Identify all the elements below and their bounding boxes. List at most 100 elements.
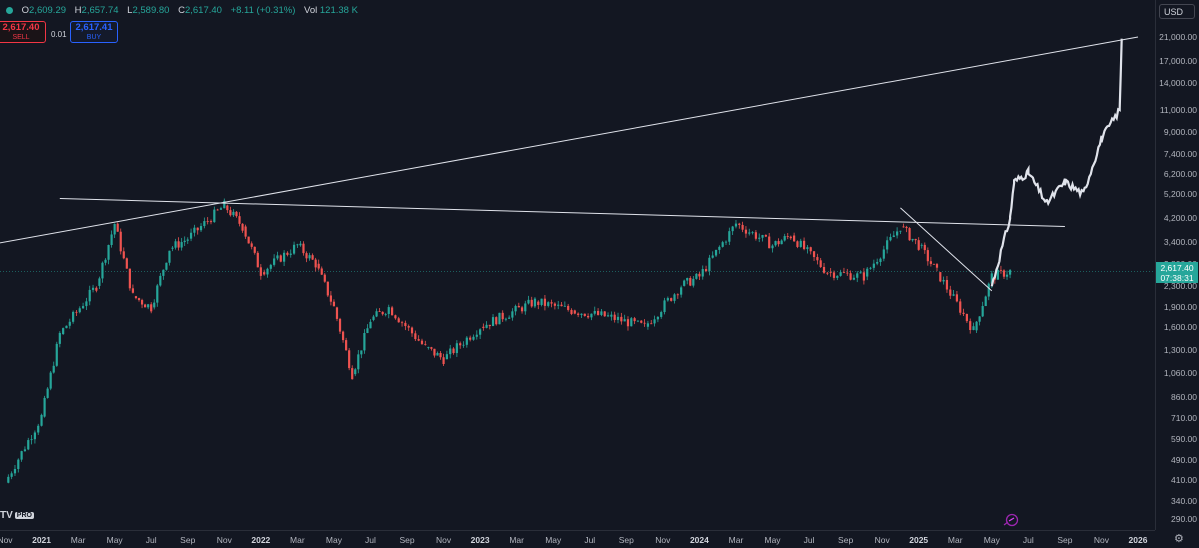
candle-body: [263, 272, 266, 275]
candle-body: [203, 221, 206, 227]
sell-button[interactable]: 2,617.40 SELL: [0, 21, 46, 43]
candle-body: [110, 234, 113, 245]
time-tick-label: Sep: [838, 535, 854, 545]
candle-body: [777, 241, 780, 245]
status-dot-icon: [6, 6, 13, 14]
candle-body: [375, 311, 378, 317]
candle-body: [570, 309, 573, 314]
time-tick-label: Sep: [618, 535, 634, 545]
candle-body: [959, 301, 962, 313]
price-tick-label: 1,060.00: [1163, 368, 1197, 379]
candle-body: [156, 285, 159, 303]
time-tick-label: Nov: [655, 535, 671, 545]
candle-body: [308, 255, 311, 259]
candle-body: [311, 255, 314, 260]
candle-body: [606, 315, 610, 317]
candle-body: [335, 307, 339, 319]
candle-body: [914, 238, 917, 241]
logo-text: TV: [0, 510, 13, 521]
candle-body: [183, 240, 186, 243]
candle-body: [81, 306, 85, 309]
settings-gear-icon[interactable]: ⚙: [1174, 533, 1184, 545]
candle-body: [557, 304, 560, 306]
candle-body: [812, 251, 816, 258]
candle-body: [643, 322, 646, 324]
candle-body: [442, 357, 445, 365]
candle-body: [462, 344, 465, 346]
candle-body: [329, 295, 332, 302]
candle-body: [372, 316, 375, 320]
candle-body: [78, 308, 81, 313]
candle-body: [147, 304, 150, 308]
candle-body: [276, 255, 279, 259]
candle-body: [180, 242, 183, 248]
candle-body: [72, 311, 75, 322]
candle-body: [721, 242, 724, 247]
candle-body: [896, 231, 899, 236]
time-tick-label: Nov: [216, 535, 232, 545]
candle-body: [587, 315, 590, 318]
price-chart[interactable]: [0, 0, 1155, 530]
candle-body: [530, 299, 533, 307]
candle-body: [299, 243, 302, 246]
chart-canvas[interactable]: [0, 0, 1155, 530]
time-tick-label: 2021: [32, 535, 52, 545]
candle-body: [796, 241, 799, 247]
candle-body: [744, 229, 748, 234]
buy-button[interactable]: 2,617.41 BUY: [70, 21, 118, 43]
price-tick-label: 21,000.00: [1159, 32, 1197, 43]
currency-selector[interactable]: USD: [1159, 4, 1195, 19]
candle-body: [366, 328, 369, 333]
low-label: L: [127, 5, 133, 16]
candle-body: [459, 343, 462, 346]
candle-body: [563, 305, 566, 307]
candle-body: [235, 211, 238, 217]
price-tick-label: 1,900.00: [1163, 302, 1197, 313]
candle-body: [378, 311, 381, 313]
time-tick-label: Nov: [436, 535, 452, 545]
candle-body: [741, 224, 744, 230]
time-axis[interactable]: Nov 2021 Mar May Jul Sep Nov 2022 Mar May Jul Sep No…: [0, 530, 1155, 548]
candle-body: [748, 232, 751, 234]
candle-body: [920, 244, 923, 246]
candle-body: [949, 289, 952, 296]
candle-body: [962, 312, 965, 314]
candle-body: [23, 449, 27, 452]
candle-body: [660, 312, 663, 317]
candle-body: [46, 388, 49, 398]
candle-body: [633, 318, 636, 322]
current-price-label: 2,617.40 07:38:31: [1156, 262, 1198, 283]
candle-body: [783, 236, 786, 241]
candle-body: [469, 337, 472, 340]
price-tick-label: 710.00: [1171, 413, 1197, 424]
candle-body: [384, 313, 387, 315]
candle-body: [247, 236, 250, 244]
candle-body: [40, 414, 43, 426]
candle-body: [929, 261, 932, 264]
candle-body: [882, 249, 885, 259]
candle-body: [689, 278, 692, 286]
tradingview-logo[interactable]: TV PRO: [0, 510, 34, 521]
candle-body: [266, 268, 269, 275]
candle-body: [465, 337, 468, 345]
candle-body: [424, 343, 427, 345]
candle-body: [806, 247, 809, 250]
price-tick-label: 6,200.00: [1163, 169, 1197, 180]
horizontal-resistance-line: [59, 198, 1065, 227]
candle-body: [774, 241, 777, 246]
time-tick-label: Mar: [947, 535, 963, 545]
candle-body: [547, 302, 550, 306]
candle-body: [354, 369, 357, 375]
time-tick-label: Sep: [1057, 535, 1073, 545]
candle-body: [666, 298, 669, 301]
candle-body: [849, 273, 852, 280]
candle-body: [955, 294, 959, 302]
candle-body: [650, 323, 653, 325]
candle-body: [122, 251, 125, 259]
candle-body: [332, 301, 336, 307]
candle-body: [537, 301, 540, 305]
candle-body: [590, 313, 593, 318]
candle-body: [43, 397, 46, 417]
candle-body: [226, 205, 229, 211]
replay-icon[interactable]: [1003, 513, 1019, 527]
